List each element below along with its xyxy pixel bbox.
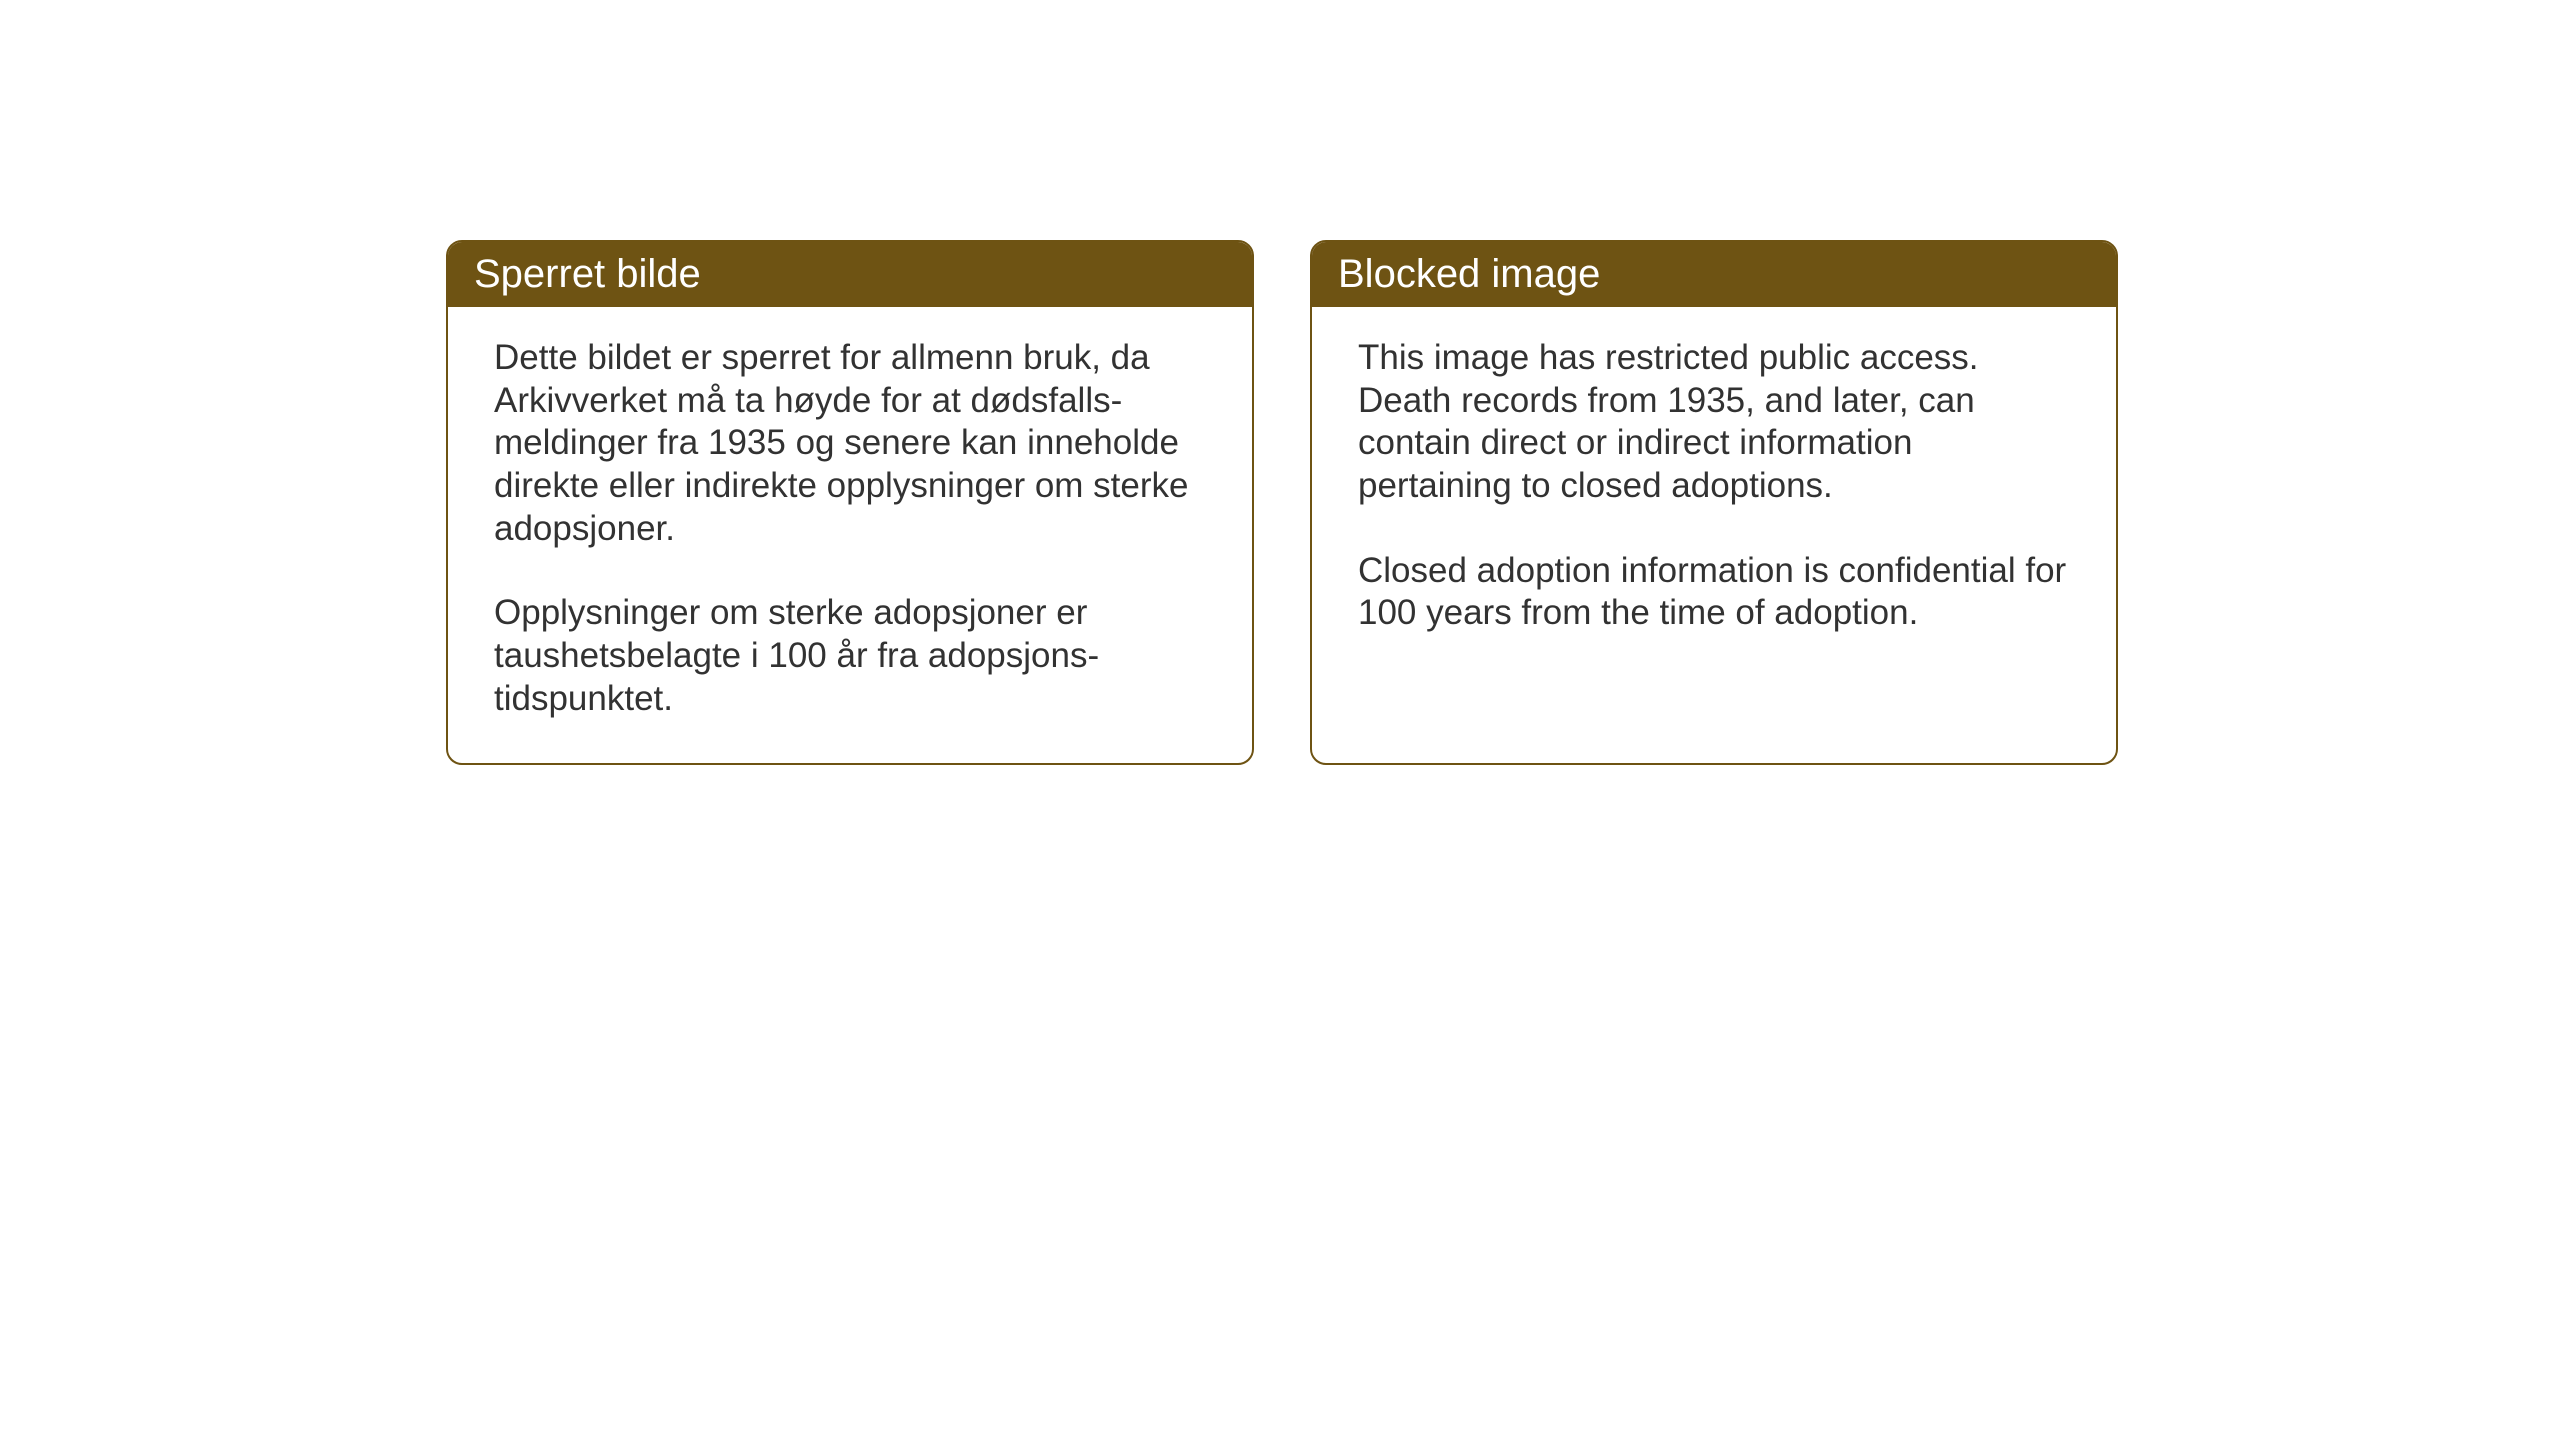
english-paragraph-1: This image has restricted public access.…	[1358, 337, 2070, 508]
norwegian-card-title: Sperret bilde	[474, 252, 701, 296]
english-card-body: This image has restricted public access.…	[1312, 307, 2116, 677]
english-card-header: Blocked image	[1312, 242, 2116, 307]
english-paragraph-2: Closed adoption information is confident…	[1358, 550, 2070, 635]
norwegian-paragraph-1: Dette bildet er sperret for allmenn bruk…	[494, 337, 1206, 550]
norwegian-paragraph-2: Opplysninger om sterke adopsjoner er tau…	[494, 592, 1206, 720]
norwegian-card-body: Dette bildet er sperret for allmenn bruk…	[448, 307, 1252, 763]
english-card-title: Blocked image	[1338, 252, 1600, 296]
english-notice-card: Blocked image This image has restricted …	[1310, 240, 2118, 765]
notice-cards-container: Sperret bilde Dette bildet er sperret fo…	[446, 240, 2118, 765]
norwegian-notice-card: Sperret bilde Dette bildet er sperret fo…	[446, 240, 1254, 765]
norwegian-card-header: Sperret bilde	[448, 242, 1252, 307]
